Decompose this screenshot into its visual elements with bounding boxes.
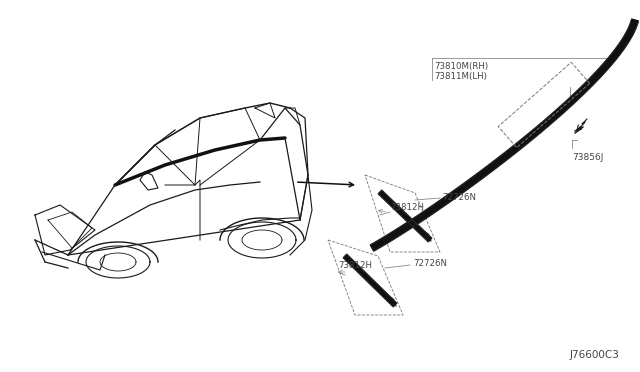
Text: 73812H: 73812H bbox=[390, 203, 424, 212]
Polygon shape bbox=[371, 19, 638, 251]
Text: 73810M(RH)
73811M(LH): 73810M(RH) 73811M(LH) bbox=[434, 62, 488, 81]
Polygon shape bbox=[378, 190, 432, 242]
Text: 72726N: 72726N bbox=[442, 192, 476, 202]
Text: 73856J: 73856J bbox=[572, 154, 604, 163]
Text: J76600C3: J76600C3 bbox=[570, 350, 620, 360]
Polygon shape bbox=[343, 254, 397, 307]
Text: 72726N: 72726N bbox=[413, 260, 447, 269]
Text: 73812H: 73812H bbox=[338, 260, 372, 269]
